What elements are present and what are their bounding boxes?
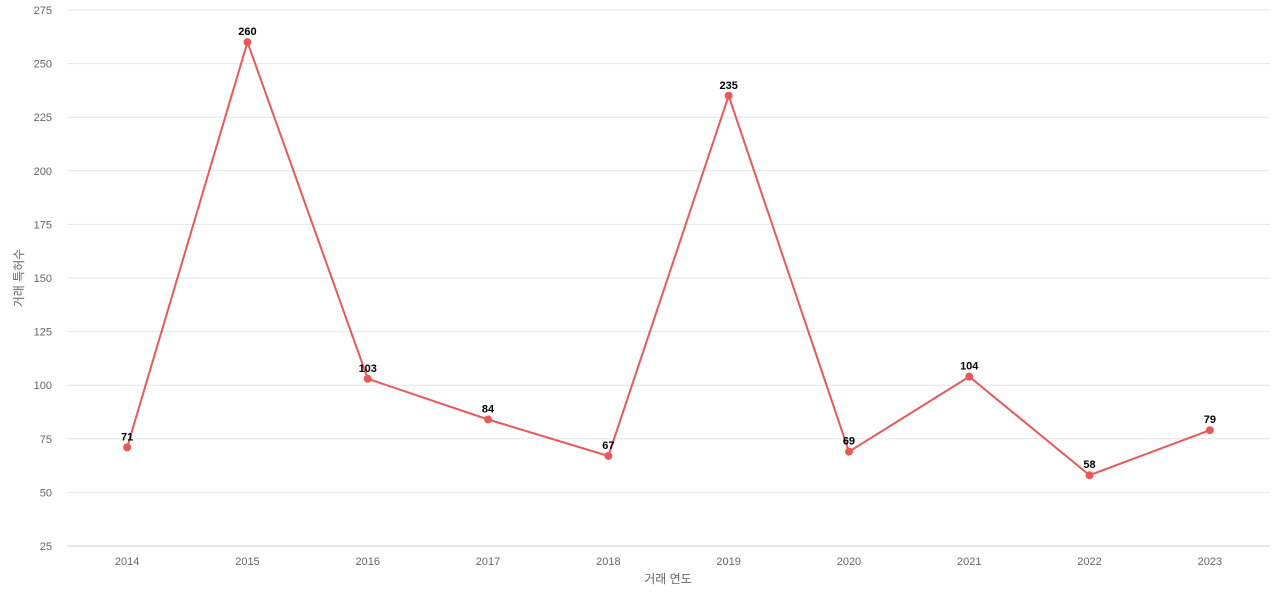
data-label: 58: [1083, 459, 1095, 471]
series-line: [126, 38, 1211, 477]
x-tick-label: 2016: [356, 556, 380, 568]
x-tick-label: 2019: [716, 556, 740, 568]
data-point: [123, 443, 132, 452]
y-tick-label: 175: [34, 219, 52, 231]
data-label: 79: [1204, 414, 1216, 426]
data-label: 235: [719, 80, 737, 92]
data-point: [844, 447, 853, 456]
y-axis-ticks: 25 50 75 100 125 150 175 200 225 250 275: [34, 5, 52, 553]
data-point: [243, 38, 252, 47]
data-label: 103: [359, 363, 377, 375]
x-tick-label: 2014: [115, 556, 139, 568]
x-tick-label: 2022: [1077, 556, 1101, 568]
x-axis-title: 거래 연도: [644, 572, 692, 586]
x-tick-label: 2021: [957, 556, 981, 568]
y-axis-title: 거래 특허수: [12, 249, 26, 308]
data-point: [965, 372, 974, 381]
x-tick-label: 2015: [235, 556, 259, 568]
y-tick-label: 200: [34, 166, 52, 178]
data-label: 67: [602, 440, 614, 452]
y-tick-label: 25: [40, 541, 52, 553]
x-tick-label: 2017: [476, 556, 500, 568]
y-tick-label: 150: [34, 273, 52, 285]
data-point: [1205, 426, 1214, 435]
data-point: [724, 91, 733, 100]
data-point: [604, 451, 613, 460]
x-tick-label: 2018: [596, 556, 620, 568]
data-label: 69: [843, 436, 855, 448]
x-tick-label: 2020: [837, 556, 861, 568]
y-tick-label: 225: [34, 112, 52, 124]
y-tick-label: 250: [34, 59, 52, 71]
y-tick-label: 125: [34, 327, 52, 339]
x-axis-ticks: 2014 2015 2016 2017 2018 2019 2020 2021 2022 2023: [115, 556, 1222, 568]
y-tick-label: 100: [34, 380, 52, 392]
y-tick-label: 75: [40, 434, 52, 446]
data-label: 84: [482, 404, 495, 416]
series-line: [126, 38, 1211, 477]
data-point: [484, 415, 493, 424]
data-label: 104: [960, 361, 979, 373]
data-label: 260: [238, 26, 256, 38]
data-point: [1085, 471, 1094, 480]
y-tick-label: 50: [40, 487, 52, 499]
data-label: 71: [121, 431, 133, 443]
x-tick-label: 2023: [1198, 556, 1222, 568]
data-point: [363, 374, 372, 383]
data-points: [123, 38, 1214, 480]
y-tick-label: 275: [34, 5, 52, 17]
data-labels: 71 260 103 84 67 235 69 104 58 79: [121, 26, 1216, 471]
